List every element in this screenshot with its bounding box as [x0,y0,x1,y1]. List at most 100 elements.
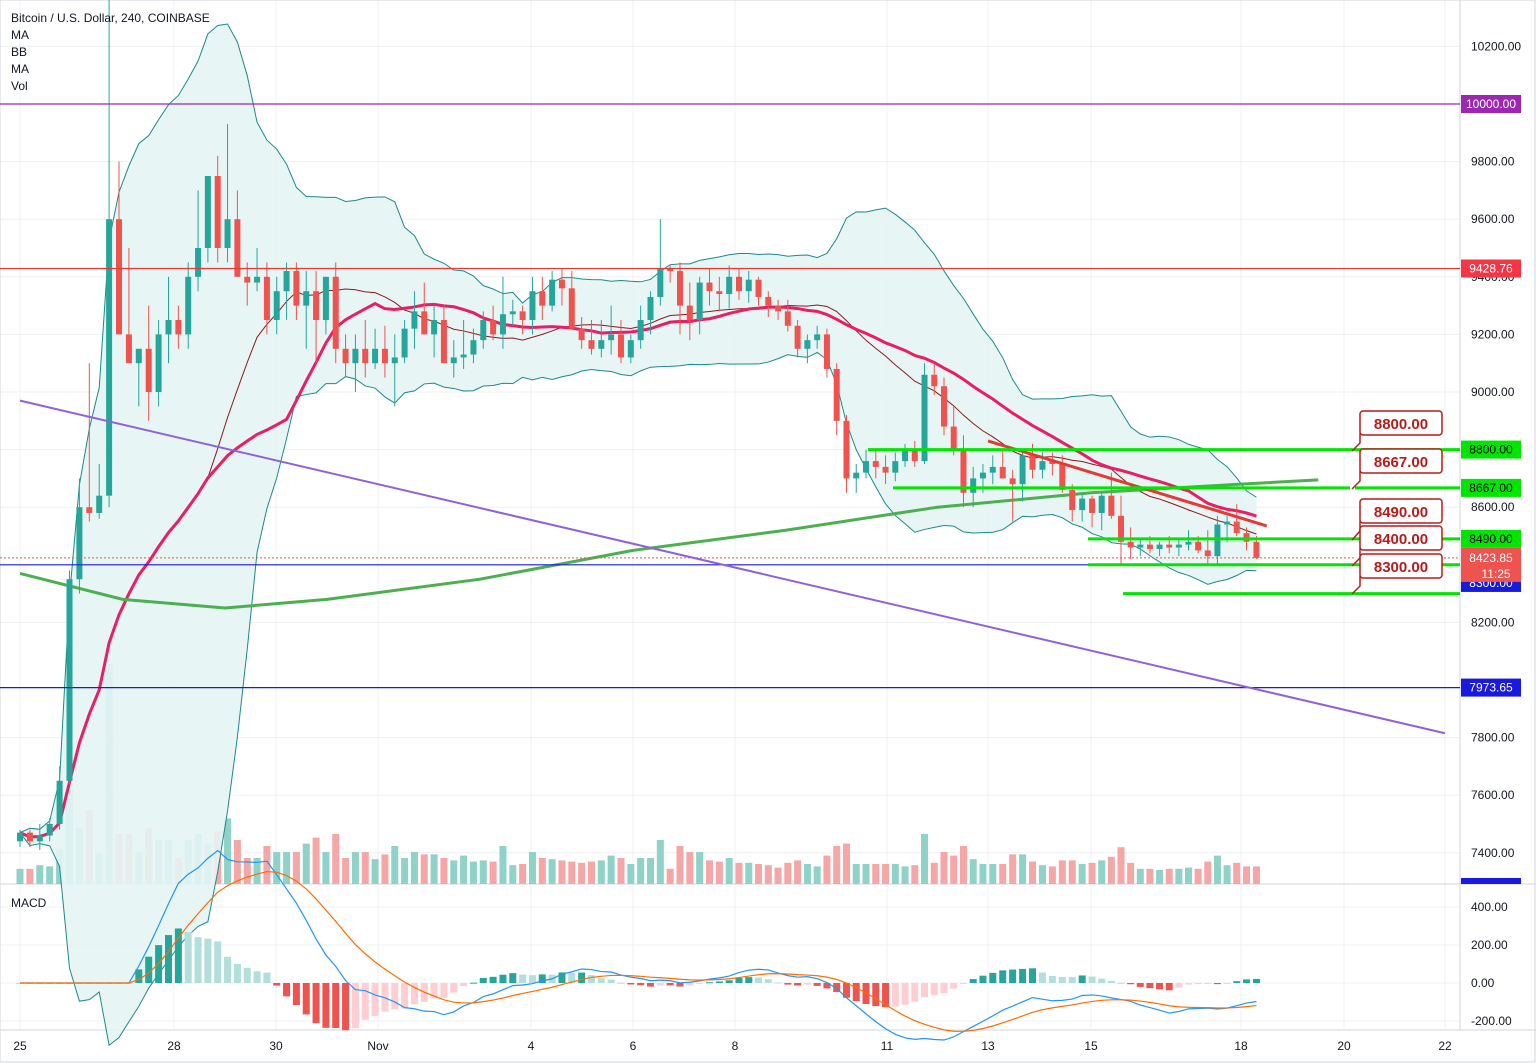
volume-bar [774,867,782,884]
candle-body [519,311,526,320]
callout-box [1359,448,1443,474]
legend-indicator-ma-2[interactable]: MA [11,62,29,76]
macd-histogram-bar [686,983,694,986]
macd-histogram-bar [194,937,202,983]
candle-body [882,466,889,473]
candle-body [273,291,280,320]
macd-histogram-bar [224,956,232,983]
macd-histogram-bar [292,983,300,1006]
macd-histogram-bar [617,982,625,984]
candle-body [1029,455,1036,470]
candle-body [755,279,762,297]
macd-histogram-bar [135,969,143,983]
axis-tag-bg [1461,95,1521,113]
macd-histogram-bar [1078,975,1086,983]
candle-body [794,325,801,349]
trendline-long [19,399,1446,735]
trendline-resistance [987,439,1268,528]
axis-tag-bg [1461,440,1521,459]
candle-body [46,824,53,836]
volume-bar [1165,868,1173,884]
volume-bar [568,861,576,884]
legend-indicator-ma[interactable]: MA [11,28,29,42]
callout-pointer [1351,576,1361,595]
legend-indicator-bb[interactable]: BB [11,45,28,59]
candle-body [1069,489,1076,511]
volume-bar [410,852,418,884]
volume-bar [430,854,438,884]
macd-histogram-bar [755,977,763,983]
legend-indicator-vol[interactable]: Vol [11,79,28,93]
candle-body [234,219,241,277]
volume-bar [1117,847,1125,884]
candle-body [56,780,63,824]
volume-bar [1048,866,1056,884]
time-tick-label: 6 [630,1039,637,1053]
macd-histogram-bar [351,983,359,1029]
candle-body [381,348,388,364]
volume-bar [273,852,281,884]
macd-histogram-bar [921,983,929,998]
candle-body [165,320,172,335]
last-price-tag: 8423.85 11:25 [1461,547,1521,582]
macd-histogram-bar [568,972,576,983]
volume-bar [646,858,654,884]
macd-histogram-bar [538,974,546,983]
macd-histogram-bar [558,972,566,983]
macd-histogram-bar [1098,978,1106,983]
volume-bar [1233,862,1241,884]
volume-bar [794,860,802,884]
candle-body [224,219,231,248]
time-tick-label: 22 [1438,1039,1452,1053]
macd-histogram-bar [578,972,586,983]
macd-histogram-bar [243,967,251,983]
candle-body [696,282,703,320]
axis-tag-text: 9428.76 [1469,262,1513,276]
volume-bar [292,852,300,884]
volume-bar [852,864,860,884]
price-tick-label: 9800.00 [1471,155,1515,169]
axis-tag-text: 7973.65 [1469,681,1513,695]
bollinger-lower [19,351,1257,1047]
macd-histogram-bar [735,978,743,983]
volume-bar [725,858,733,884]
volume-bar [979,864,987,884]
macd-histogram-bar [1136,983,1144,987]
macd-tick-label: 200.00 [1471,938,1508,952]
macd-histogram-bar [969,979,977,983]
volume-bar [1223,865,1231,884]
volume-bar [1098,860,1106,884]
candle-body [1156,544,1163,549]
last-price-bg [1461,547,1521,582]
macd-histogram-bar [233,963,241,983]
price-tick-label: 9000.00 [1471,385,1515,399]
axis-tag-8490.00: 8490.00 [1461,529,1521,548]
volume-bar [597,860,605,884]
candle-body [303,291,310,306]
callout-box [1359,525,1443,551]
candle-body [342,348,349,364]
axis-tag-text: 10000.00 [1466,97,1516,111]
last-price-countdown: 11:25 [1481,567,1510,581]
candle-body [833,368,840,421]
volume-bar [1127,862,1135,884]
macd-histogram-bar [263,972,271,983]
candle-body [1204,550,1211,557]
volume-bar [969,859,977,884]
candle-body [431,320,438,335]
candle-body [372,348,379,364]
macd-pane-label[interactable]: MACD [11,896,47,910]
candle-body [1019,455,1026,485]
macd-histogram-bar [940,983,948,994]
macd-histogram-bar [528,975,536,983]
candle-body [657,268,664,297]
volume-bar [479,860,487,884]
candle-body [1175,544,1182,548]
candle-body [872,461,879,467]
macd-histogram-bar [1165,983,1173,991]
volume-bar [322,852,330,884]
volume-bar [872,864,880,884]
macd-histogram-bar [1038,972,1046,983]
macd-histogram-bar [1117,982,1125,984]
